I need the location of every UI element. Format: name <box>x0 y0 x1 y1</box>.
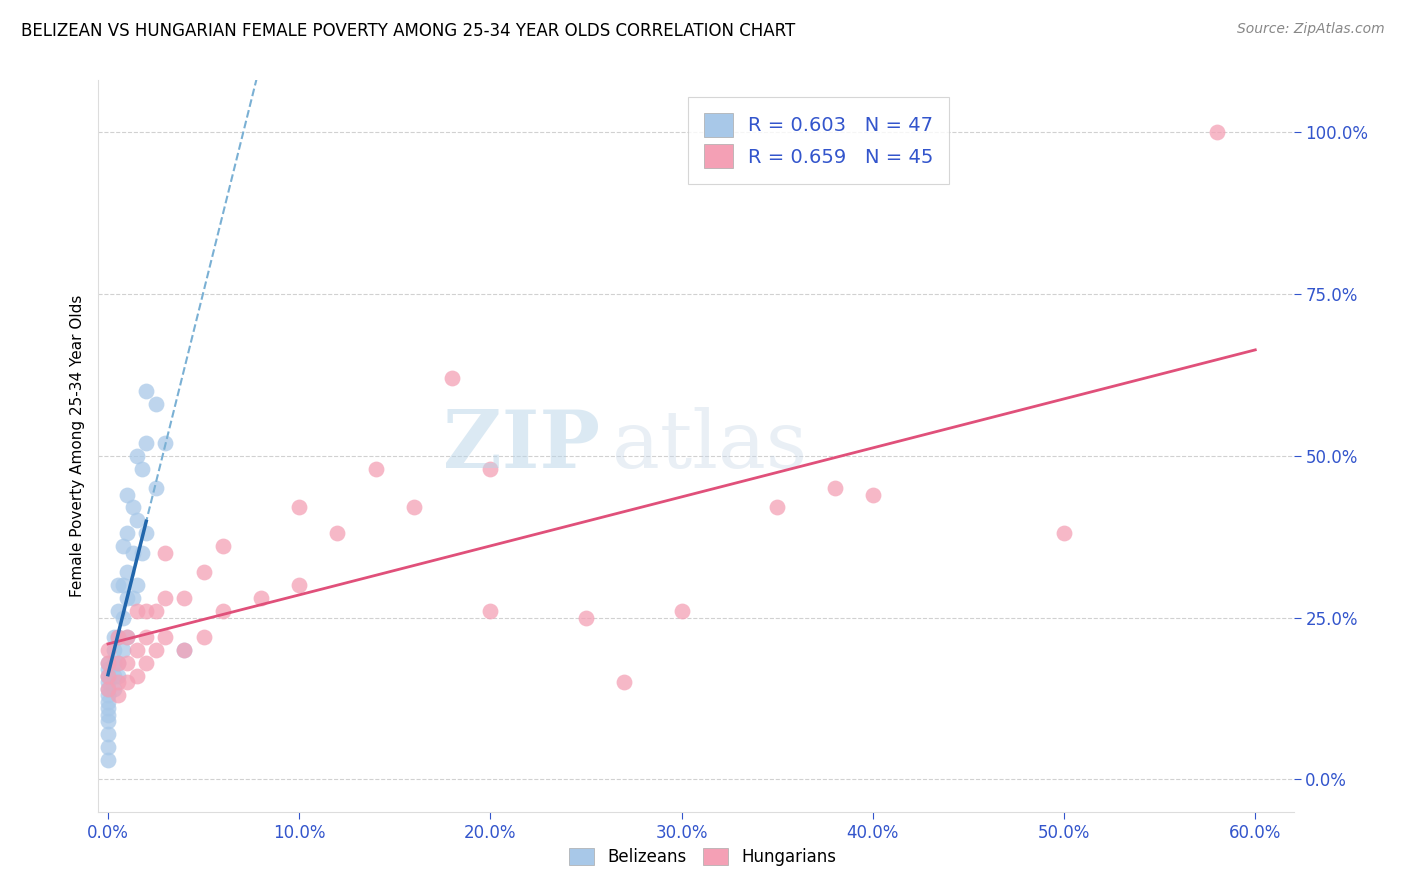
Point <box>766 500 789 515</box>
Point <box>288 578 311 592</box>
Point <box>97 669 120 683</box>
Y-axis label: Female Poverty Among 25-34 Year Olds: Female Poverty Among 25-34 Year Olds <box>69 295 84 597</box>
Point <box>155 435 177 450</box>
Point <box>135 656 157 670</box>
Point <box>131 546 153 560</box>
Point <box>135 384 157 398</box>
Point <box>155 546 177 560</box>
Text: atlas: atlas <box>613 407 807 485</box>
Point <box>613 675 636 690</box>
Point <box>121 591 143 606</box>
Point <box>125 513 148 527</box>
Point <box>250 591 273 606</box>
Point <box>115 630 138 644</box>
Point <box>97 701 120 715</box>
Point <box>671 604 693 618</box>
Text: BELIZEAN VS HUNGARIAN FEMALE POVERTY AMONG 25-34 YEAR OLDS CORRELATION CHART: BELIZEAN VS HUNGARIAN FEMALE POVERTY AMO… <box>21 22 796 40</box>
Point <box>115 487 138 501</box>
Point <box>107 669 129 683</box>
Text: Source: ZipAtlas.com: Source: ZipAtlas.com <box>1237 22 1385 37</box>
Point <box>97 707 120 722</box>
Point <box>364 461 387 475</box>
Point <box>155 630 177 644</box>
Point <box>145 481 167 495</box>
Point <box>193 630 215 644</box>
Point <box>107 656 129 670</box>
Point <box>173 643 195 657</box>
Point <box>145 604 167 618</box>
Point <box>97 688 120 702</box>
Point <box>131 461 153 475</box>
Point <box>135 630 157 644</box>
Point <box>125 643 148 657</box>
Point <box>193 566 215 580</box>
Point <box>103 643 125 657</box>
Point <box>479 604 502 618</box>
Point <box>575 610 598 624</box>
Point <box>211 539 233 553</box>
Text: ZIP: ZIP <box>443 407 600 485</box>
Point <box>103 669 125 683</box>
Point <box>97 669 120 683</box>
Point <box>107 630 129 644</box>
Point <box>112 643 135 657</box>
Point <box>103 630 125 644</box>
Point <box>97 662 120 676</box>
Point <box>173 591 195 606</box>
Point <box>862 487 884 501</box>
Point <box>1053 526 1076 541</box>
Point <box>441 371 464 385</box>
Point <box>97 675 120 690</box>
Point <box>97 656 120 670</box>
Point <box>115 526 138 541</box>
Point <box>115 675 138 690</box>
Point <box>107 604 129 618</box>
Point <box>107 675 129 690</box>
Point <box>97 681 120 696</box>
Point <box>97 714 120 728</box>
Point <box>97 656 120 670</box>
Point <box>402 500 425 515</box>
Point <box>107 630 129 644</box>
Point <box>97 681 120 696</box>
Point <box>97 695 120 709</box>
Point <box>479 461 502 475</box>
Point <box>135 526 157 541</box>
Point <box>125 578 148 592</box>
Point <box>112 610 135 624</box>
Point <box>112 578 135 592</box>
Point <box>103 681 125 696</box>
Point <box>107 578 129 592</box>
Point <box>288 500 311 515</box>
Point <box>121 500 143 515</box>
Point <box>97 727 120 741</box>
Legend: R = 0.603   N = 47, R = 0.659   N = 45: R = 0.603 N = 47, R = 0.659 N = 45 <box>688 97 949 184</box>
Point <box>155 591 177 606</box>
Point <box>115 630 138 644</box>
Point <box>115 591 138 606</box>
Point <box>97 739 120 754</box>
Point <box>107 688 129 702</box>
Point <box>326 526 349 541</box>
Point <box>125 669 148 683</box>
Point <box>97 643 120 657</box>
Point <box>97 753 120 767</box>
Point <box>115 656 138 670</box>
Point <box>824 481 846 495</box>
Point <box>115 566 138 580</box>
Point <box>125 449 148 463</box>
Point <box>135 604 157 618</box>
Legend: Belizeans, Hungarians: Belizeans, Hungarians <box>561 840 845 875</box>
Point <box>211 604 233 618</box>
Point <box>103 656 125 670</box>
Point <box>173 643 195 657</box>
Point <box>121 546 143 560</box>
Point <box>125 604 148 618</box>
Point <box>135 435 157 450</box>
Point <box>145 643 167 657</box>
Point <box>1206 125 1229 139</box>
Point <box>112 539 135 553</box>
Point <box>107 656 129 670</box>
Point <box>145 397 167 411</box>
